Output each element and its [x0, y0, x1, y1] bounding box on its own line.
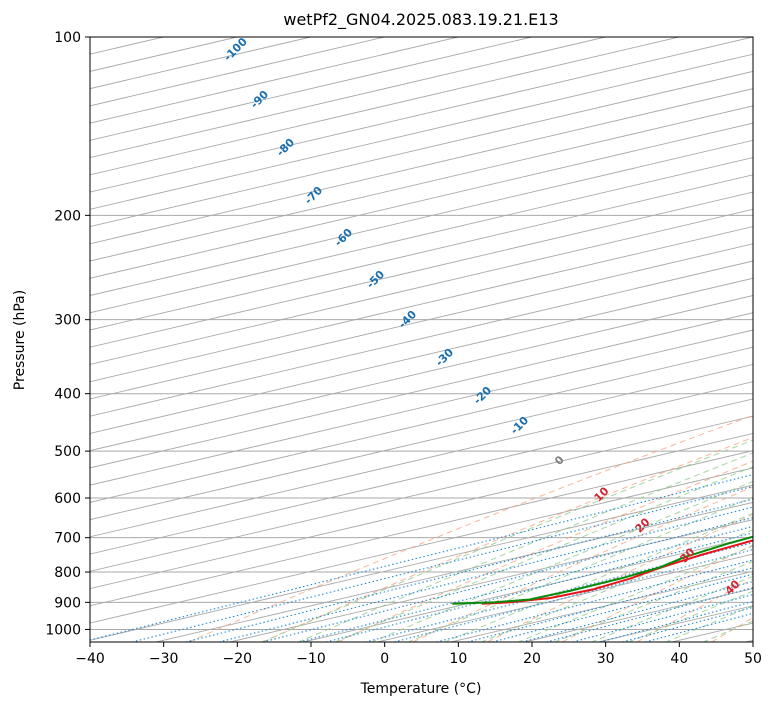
- y-tick-label: 900: [54, 595, 81, 611]
- isotherm-line: [90, 415, 753, 572]
- isotherm-line: [90, 295, 753, 452]
- moist-adiabat-line: [590, 575, 753, 642]
- y-axis: 100 200 300 400 500 600 700 800 900 1000: [45, 30, 90, 638]
- moist-adiabat-line: [260, 439, 753, 642]
- x-tick-label: 40: [670, 651, 688, 667]
- isotherm-line: [90, 277, 753, 434]
- y-tick-label: 200: [54, 208, 81, 224]
- x-axis-label: Temperature (°C): [360, 681, 482, 697]
- plot-frame: [89, 36, 754, 643]
- moist-adiabat-line: [553, 560, 753, 642]
- y-tick-label: 300: [54, 313, 81, 329]
- isotherm-line: [90, 37, 532, 141]
- y-tick-label: 700: [54, 531, 81, 547]
- background-lines: [90, 37, 753, 642]
- moist-adiabat-line: [480, 529, 753, 642]
- mixing-ratio-line: [546, 587, 753, 642]
- isotherm-line: [90, 398, 753, 555]
- isotherm-line: [229, 519, 753, 642]
- isotherm-line: [90, 260, 753, 417]
- isotherm-line: [90, 122, 753, 279]
- isotherm-line: [90, 450, 753, 607]
- dewpoint-trace: [452, 535, 753, 605]
- mixing-ratio-line: [131, 485, 753, 642]
- mixing-ratio-line: [299, 525, 753, 642]
- x-tick-label: −30: [149, 651, 179, 667]
- dry-adiabat-line: [337, 460, 753, 642]
- isotherm-line: [90, 312, 753, 469]
- isotherm-line: [90, 226, 753, 383]
- isotherm-line: [90, 432, 753, 590]
- chart-title: wetPf2_GN04.2025.083.19.21.E13: [283, 10, 558, 30]
- moist-adiabat-line: [627, 590, 753, 642]
- x-tick-label: 20: [523, 651, 541, 667]
- y-tick-label: 500: [54, 444, 81, 460]
- isotherm-line: [90, 37, 680, 176]
- mixing-ratio-line: [622, 606, 753, 642]
- mixing-ratio-line: [599, 600, 753, 642]
- isotherm-line: [90, 37, 606, 159]
- y-tick-label: 400: [54, 387, 81, 403]
- y-tick-label: 1000: [45, 622, 81, 638]
- x-tick-label: 30: [597, 651, 615, 667]
- mixing-ratio-line: [218, 506, 753, 642]
- isotherm-line: [156, 501, 753, 642]
- isotherm-line: [90, 53, 753, 210]
- y-tick-label: 100: [54, 30, 81, 46]
- x-tick-label: −20: [223, 651, 253, 667]
- x-tick-label: 0: [380, 651, 389, 667]
- mixing-ratio-line: [572, 593, 753, 642]
- plot-area: [90, 37, 753, 642]
- isotherm-line: [90, 88, 753, 245]
- isotherm-line: [90, 484, 753, 641]
- x-tick-label: 10: [449, 651, 467, 667]
- x-tick-label: −10: [296, 651, 326, 667]
- sounding-series: [452, 535, 753, 605]
- isotherm-line: [90, 329, 753, 486]
- dry-adiabat-line: [263, 436, 753, 642]
- isotherm-line: [90, 243, 753, 400]
- isotherm-line: [90, 37, 753, 193]
- x-axis: −40 −30 −20 −10 0 10 20 30 40 50: [75, 642, 762, 667]
- isotherm-line: [90, 208, 753, 365]
- mixing-ratio-line: [90, 473, 753, 641]
- y-tick-label: 600: [54, 491, 81, 507]
- mixing-ratio-line: [325, 532, 753, 642]
- y-tick-label: 800: [54, 565, 81, 581]
- x-tick-label: −40: [75, 651, 105, 667]
- moist-adiabat-line: [297, 452, 753, 642]
- isotherm-line: [90, 70, 753, 228]
- x-tick-label: 50: [744, 651, 762, 667]
- moist-adiabat-line: [517, 545, 753, 642]
- isotherm-line: [90, 105, 753, 262]
- mixing-ratio-line: [262, 516, 753, 642]
- y-axis-label: Pressure (hPa): [12, 290, 28, 390]
- isotherm-line: [90, 467, 753, 624]
- isotherm-line: [90, 191, 753, 348]
